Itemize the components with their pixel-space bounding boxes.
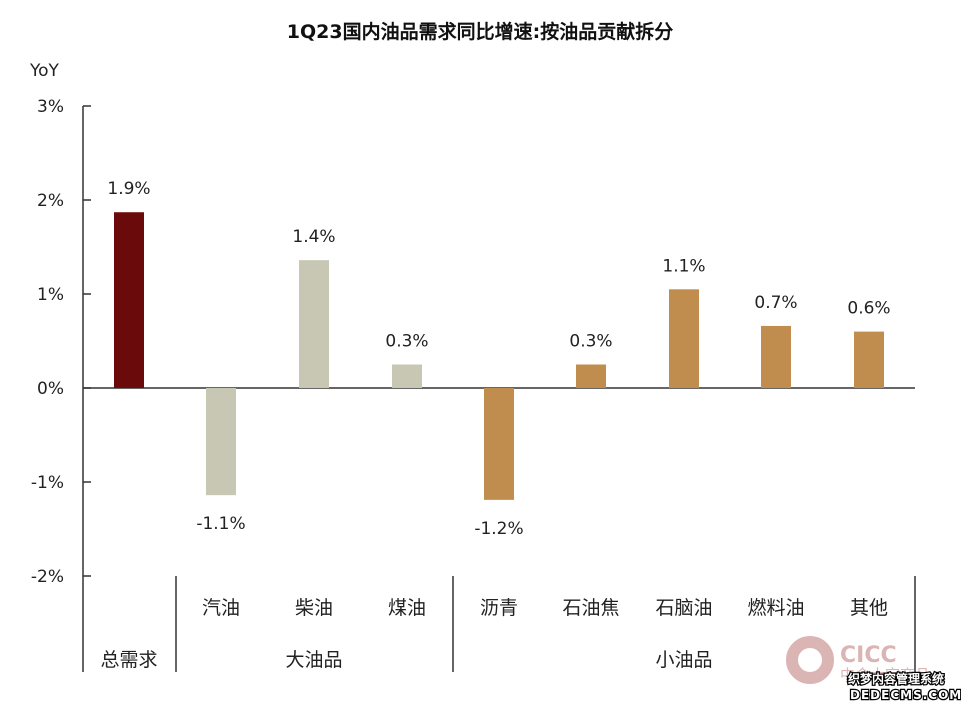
y-tick-label: 0% [37, 379, 64, 399]
bar-4 [392, 364, 422, 388]
y-tick-label: 2% [37, 191, 64, 211]
x-tick-label: 总需求 [100, 649, 157, 671]
y-axis-label: YoY [29, 61, 60, 81]
data-label: 1.9% [107, 179, 150, 199]
data-label: -1.1% [196, 514, 245, 534]
x-tick-label: 石油焦 [562, 597, 619, 619]
watermark-logo-subtext: 中金大宗商品 [840, 666, 930, 684]
bar-7 [669, 289, 699, 388]
watermark: CICC 中金大宗商品 [786, 636, 930, 684]
bar-9 [854, 331, 884, 388]
data-label: -1.2% [474, 519, 523, 539]
watermark-site-url: DEDECMS.COM [850, 688, 961, 702]
group-label: 小油品 [655, 649, 712, 671]
x-tick-label: 沥青 [480, 597, 518, 619]
y-tick-label: -1% [31, 473, 64, 493]
x-tick-label: 煤油 [388, 597, 426, 619]
bar-6 [576, 364, 606, 388]
y-tick-label: -2% [31, 567, 64, 587]
group-label: 大油品 [285, 649, 342, 671]
data-label: 1.4% [292, 227, 335, 247]
y-tick-label: 3% [37, 97, 64, 117]
y-tick-label: 1% [37, 285, 64, 305]
x-tick-label: 其他 [850, 597, 888, 619]
watermark-logo-text: CICC [840, 643, 897, 668]
x-tick-label: 燃料油 [747, 597, 804, 619]
bar-2 [206, 388, 236, 496]
x-tick-label: 石脑油 [655, 597, 712, 619]
cicc-logo-icon [786, 636, 834, 684]
data-label: 1.1% [662, 256, 705, 276]
chart-title: 1Q23国内油品需求同比增速:按油品贡献拆分 [287, 20, 673, 43]
data-label: 0.3% [385, 332, 428, 352]
watermark-site-text: 织梦内容管理系统 [848, 671, 944, 686]
data-label: 0.7% [754, 293, 797, 313]
bar-1 [114, 212, 144, 388]
bar-8 [761, 325, 791, 388]
bars: 1.9% -1.1% 1.4% 0.3% -1.2% 0.3% 1.1% 0.7% 0.6% [107, 179, 890, 539]
data-label: 0.6% [847, 299, 890, 319]
data-label: 0.3% [569, 332, 612, 352]
x-tick-label: 柴油 [295, 597, 333, 619]
bar-5 [484, 388, 514, 500]
bar-3 [299, 260, 329, 388]
x-tick-label: 汽油 [202, 597, 240, 619]
